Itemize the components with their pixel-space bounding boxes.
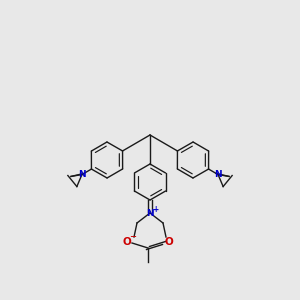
Text: N: N [214, 170, 222, 179]
Text: O: O [165, 237, 173, 247]
Text: −: − [130, 232, 136, 242]
Text: +: + [152, 206, 159, 214]
Text: N: N [78, 170, 86, 179]
Text: N: N [146, 208, 154, 217]
Text: O: O [123, 237, 131, 247]
